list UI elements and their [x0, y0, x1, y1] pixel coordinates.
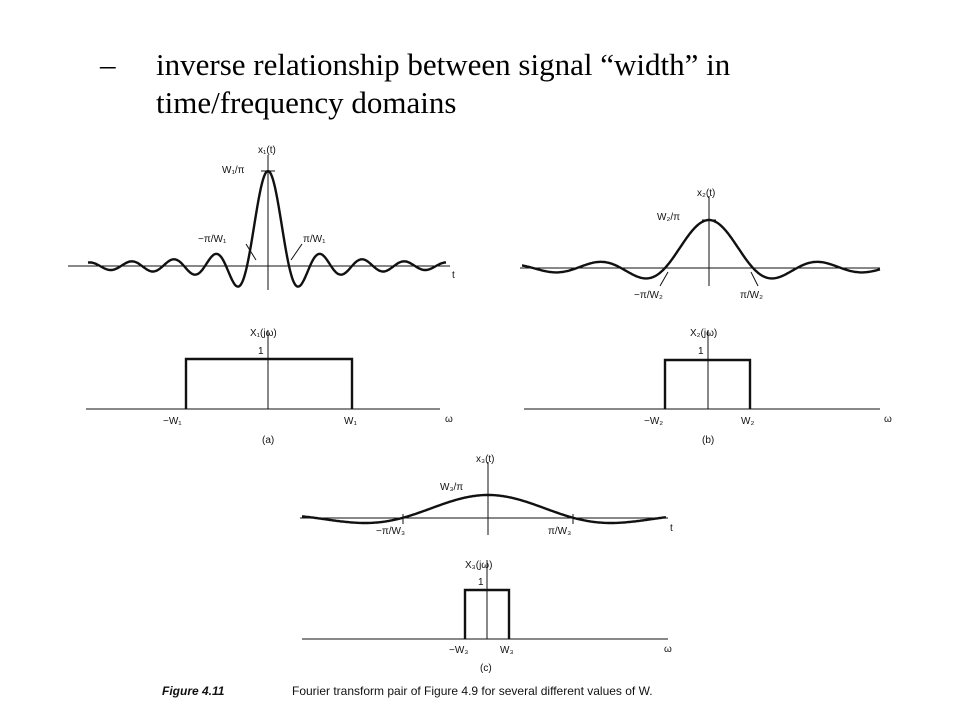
panel-c-freq-axis-label: ω — [664, 644, 672, 655]
panel-c-peak-label: W₃/π — [440, 482, 463, 493]
panel-c-time-title: x₃(t) — [476, 454, 495, 465]
bullet-dash: – — [100, 47, 116, 82]
panel-a-zero-left-label: −π/W₁ — [198, 234, 227, 245]
panel-b-rect-pulse — [663, 358, 752, 409]
panel-b-sub-label: (b) — [702, 435, 714, 446]
panel-b-time-plot: x₂(t) W₂/π −π/W₂ π/W₂ — [520, 188, 881, 301]
panel-a-time-plot: x₁(t) W₁/π −π/W₁ π/W₁ t — [68, 145, 455, 290]
figure-caption: Figure 4.11 Fourier transform pair of Fi… — [162, 684, 653, 698]
panel-a-freq-axis-label: ω — [445, 414, 453, 425]
panel-c-band-right: W₃ — [500, 645, 514, 656]
panel-a-freq-height: 1 — [258, 346, 264, 357]
panel-c-band-left: −W₃ — [449, 645, 468, 656]
panel-b-sinc-curve — [521, 218, 881, 280]
panel-c-time-axis-label: t — [670, 523, 673, 534]
panel-a-sub-label: (a) — [262, 435, 274, 446]
caption-text: Fourier transform pair of Figure 4.9 for… — [292, 684, 653, 698]
panel-c-freq-height: 1 — [478, 577, 484, 588]
panel-b-band-right: W₂ — [741, 416, 754, 427]
panel-c-zero-left-label: −π/W₃ — [376, 526, 405, 537]
panel-b-freq-plot: X₂(jω) 1 −W₂ W₂ ω (b) — [524, 328, 892, 446]
bullet-line-1: inverse relationship between signal “wid… — [156, 47, 731, 82]
panel-c-sinc-curve — [301, 493, 667, 525]
panel-c-freq-plot: X₃(jω) 1 −W₃ W₃ ω (c) — [302, 560, 672, 674]
panel-c-freq-title: X₃(jω) — [465, 560, 492, 571]
panel-a-freq-title: X₁(jω) — [250, 328, 277, 339]
panel-b-peak-label: W₂/π — [657, 212, 680, 223]
panel-a-band-left: −W₁ — [163, 416, 182, 427]
panel-c-time-plot: x₃(t) W₃/π −π/W₃ π/W₃ t — [300, 454, 673, 537]
bullet-line-2: time/frequency domains — [156, 85, 457, 120]
caption-number: Figure 4.11 — [162, 684, 225, 698]
panel-a-peak-label: W₁/π — [222, 165, 245, 176]
panel-a-time-title: x₁(t) — [258, 145, 276, 156]
panel-c-zero-right-label: π/W₃ — [548, 526, 571, 537]
panel-b-time-title: x₂(t) — [697, 188, 715, 199]
panel-b-band-left: −W₂ — [644, 416, 663, 427]
panel-b-freq-height: 1 — [698, 346, 704, 357]
panel-b-zero-left-label: −π/W₂ — [634, 290, 663, 301]
panel-a-right-pointer — [290, 243, 303, 261]
panel-a-sinc-curve — [87, 169, 447, 288]
panel-a-band-right: W₁ — [344, 416, 357, 427]
panel-b-left-pointer — [659, 271, 669, 287]
panel-b-freq-title: X₂(jω) — [690, 328, 717, 339]
panel-a-time-axis-label: t — [452, 270, 455, 281]
panel-b-freq-axis-label: ω — [884, 414, 892, 425]
panel-a-zero-right-label: π/W₁ — [303, 234, 326, 245]
panel-b-right-pointer — [750, 271, 759, 287]
panel-a-freq-plot: X₁(jω) 1 −W₁ W₁ ω (a) — [86, 328, 453, 446]
panel-a-rect-pulse — [184, 357, 354, 409]
panel-c-sub-label: (c) — [480, 663, 492, 674]
panel-a-left-pointer — [245, 243, 257, 261]
panel-b-zero-right-label: π/W₂ — [740, 290, 763, 301]
panel-c-rect-pulse — [463, 588, 511, 639]
